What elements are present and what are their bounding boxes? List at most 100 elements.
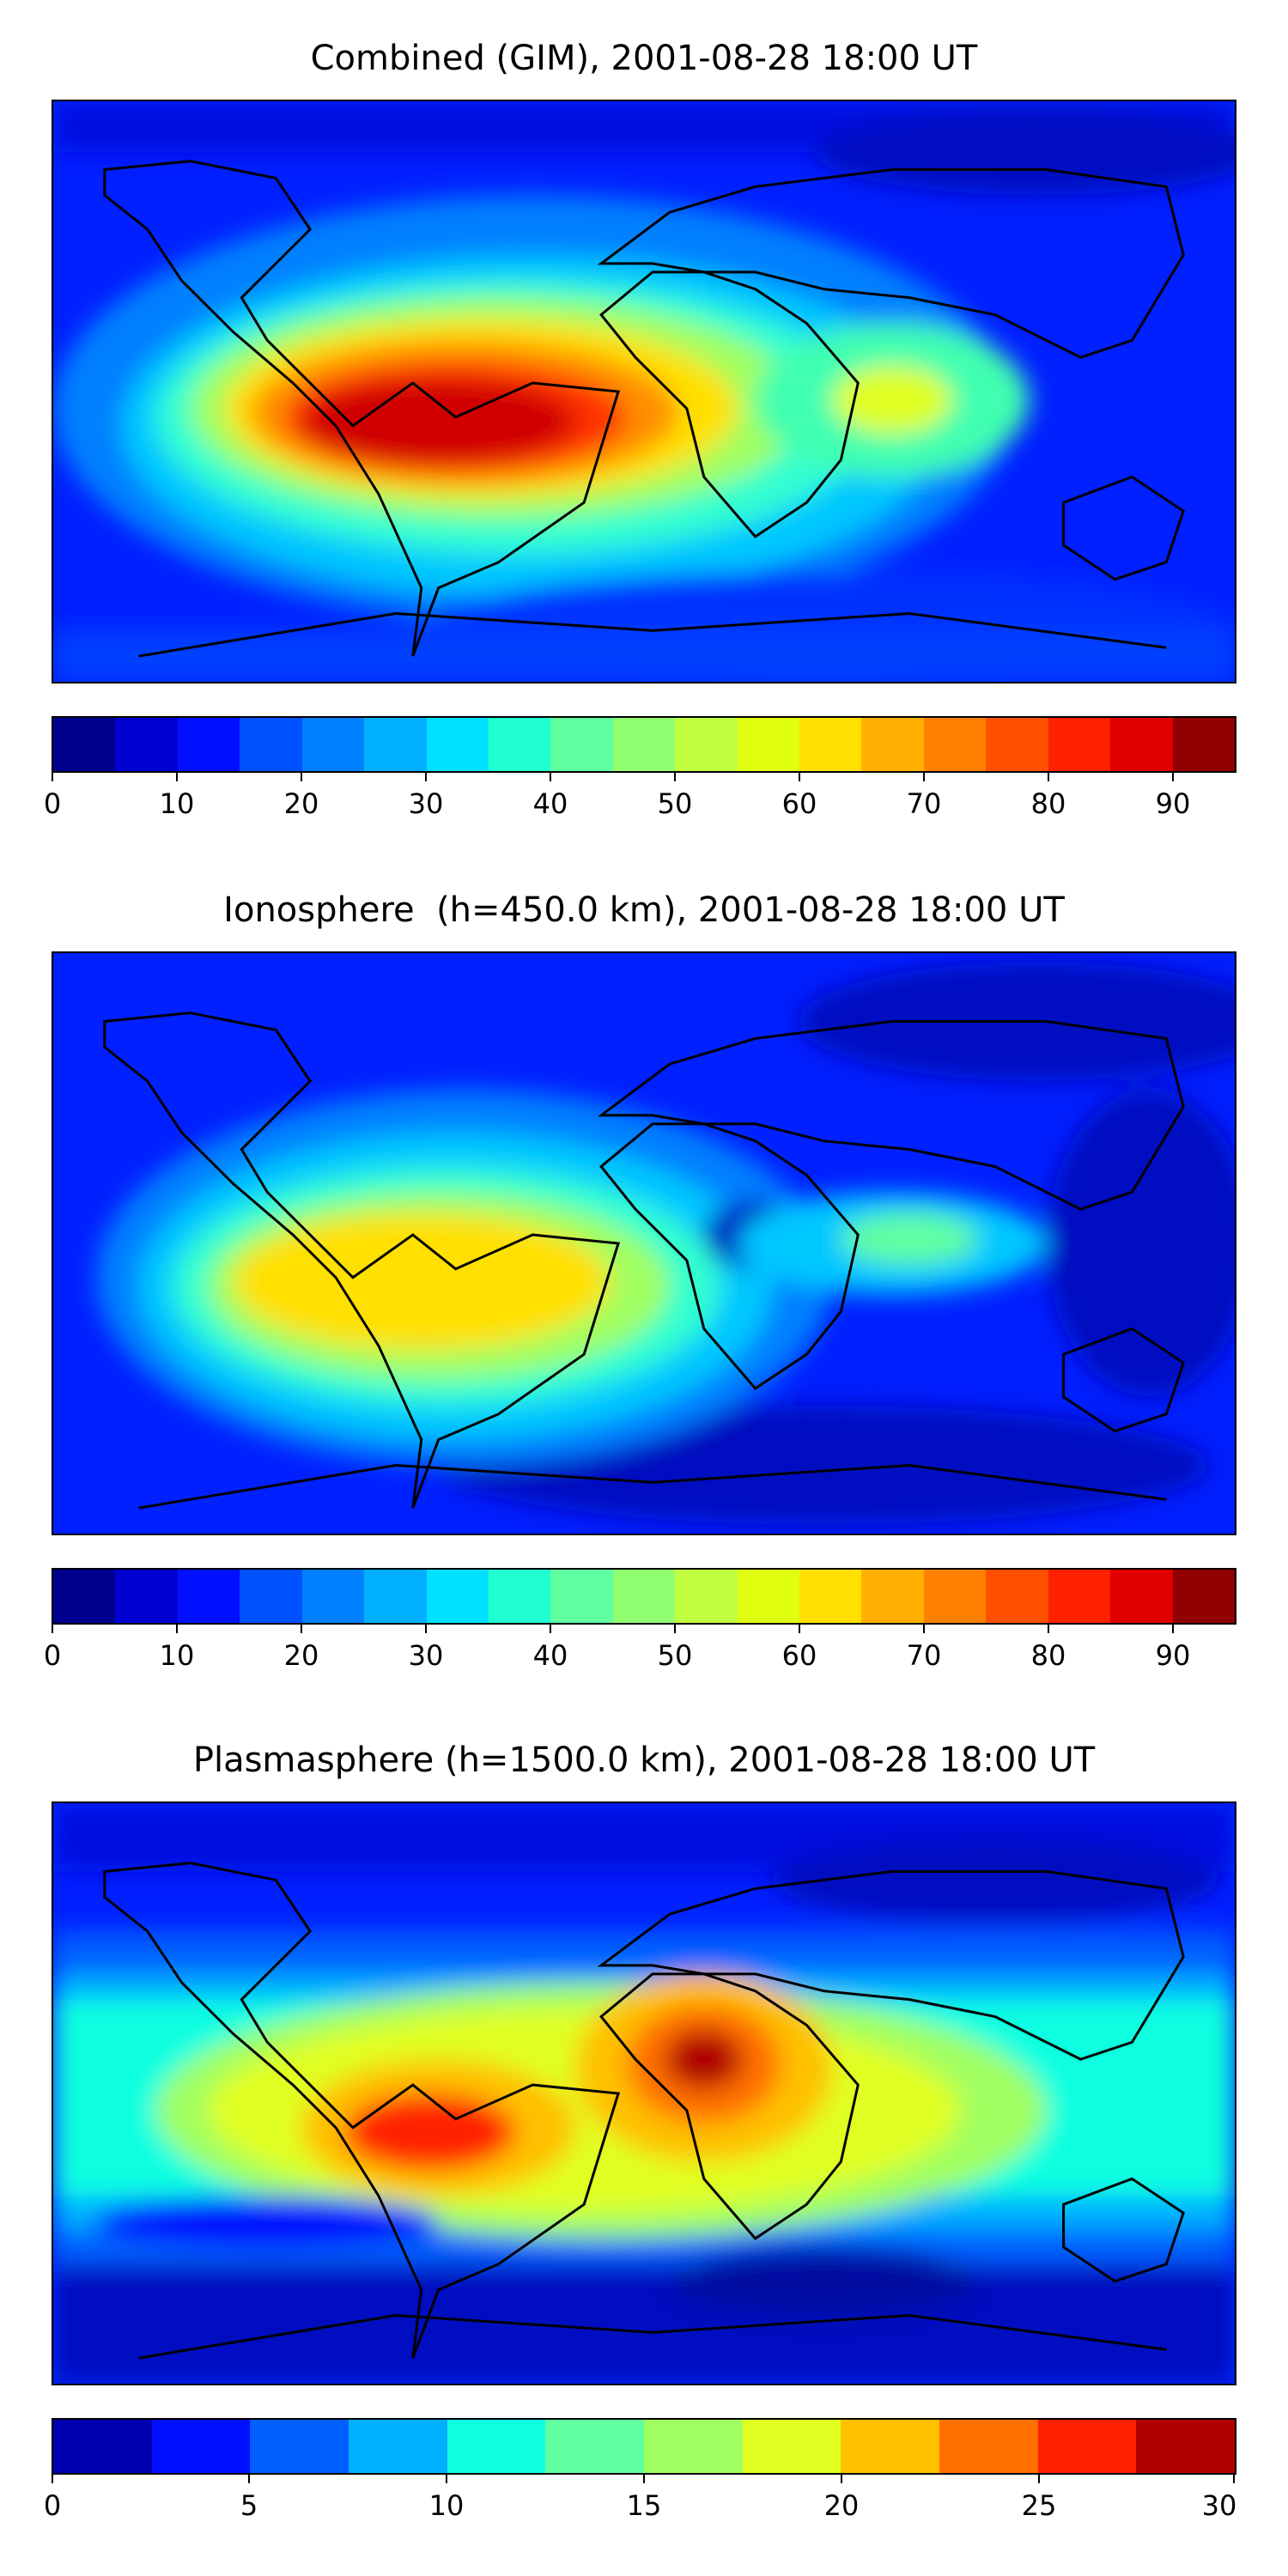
tick-label: 20 — [823, 2489, 860, 2522]
tick-mark — [674, 1623, 676, 1633]
tick-label: 5 — [240, 2489, 258, 2522]
tick-mark — [248, 2473, 250, 2483]
colorbar-segment — [1110, 718, 1173, 771]
colorbar-segment — [53, 2420, 152, 2473]
colorbar-segment — [861, 718, 924, 771]
tick-label: 40 — [532, 1639, 568, 1672]
tick-label: 40 — [532, 787, 568, 820]
tick-mark — [923, 771, 925, 781]
colorbar-segment — [53, 1570, 116, 1623]
map-image — [53, 101, 1235, 682]
colorbar-segment — [426, 718, 489, 771]
colorbar-segment — [240, 1570, 302, 1623]
colorbar-segment — [612, 718, 676, 771]
tick-mark — [52, 1623, 53, 1633]
colorbar-segment — [488, 1570, 551, 1623]
tick-mark — [799, 1623, 800, 1633]
colorbar-segment — [923, 718, 987, 771]
colorbar-ticks: 0 10 20 30 40 50 60 70 80 90 — [44, 1623, 1236, 1674]
tick-mark — [301, 1623, 302, 1633]
tick-label: 90 — [1155, 1639, 1191, 1672]
tick-label: 30 — [1201, 2489, 1237, 2522]
tick-mark — [643, 2473, 645, 2483]
colorbar-segment — [644, 2420, 743, 2473]
colorbar-segment — [742, 2420, 841, 2473]
tick-mark — [841, 2473, 842, 2483]
colorbar-segment — [151, 2420, 251, 2473]
tick-label: 50 — [657, 787, 693, 820]
tick-mark — [1172, 1623, 1174, 1633]
tick-mark — [799, 771, 800, 781]
tick-label: 20 — [283, 787, 319, 820]
tick-label: 20 — [283, 1639, 319, 1672]
tick-label: 90 — [1155, 787, 1191, 820]
colorbar-segment — [612, 1570, 676, 1623]
panel-title: Ionosphere (h=450.0 km), 2001-08-28 18:0… — [223, 890, 1065, 930]
coastlines — [103, 160, 1185, 658]
tick-label: 30 — [408, 787, 444, 820]
tick-mark — [425, 1623, 427, 1633]
tick-label: 60 — [781, 1639, 817, 1672]
colorbar-segment — [939, 2420, 1038, 2473]
colorbar-segment — [364, 718, 427, 771]
tick-mark — [52, 771, 53, 781]
colorbar-segment — [923, 1570, 987, 1623]
colorbar-segment — [1048, 718, 1111, 771]
colorbar-segment — [986, 718, 1048, 771]
colorbar-segment — [550, 718, 613, 771]
colorbar-segment — [53, 718, 116, 771]
colorbar-segment — [250, 2420, 349, 2473]
tick-mark — [550, 771, 551, 781]
tick-label: 80 — [1030, 1639, 1066, 1672]
panel-title: Combined (GIM), 2001-08-28 18:00 UT — [310, 39, 978, 78]
tick-label: 0 — [43, 787, 62, 820]
colorbar-segment — [737, 1570, 800, 1623]
colorbar-segment — [115, 1570, 178, 1623]
tick-mark — [425, 771, 427, 781]
tec-map-ionosphere — [52, 951, 1236, 1535]
colorbar-segment — [986, 1570, 1048, 1623]
tick-label: 10 — [159, 787, 195, 820]
tick-mark — [52, 2473, 53, 2483]
colorbar — [52, 716, 1236, 773]
tick-label: 80 — [1030, 787, 1066, 820]
map-image — [53, 953, 1235, 1534]
tick-mark — [176, 1623, 178, 1633]
tick-mark — [1048, 771, 1049, 781]
colorbar-segment — [737, 718, 800, 771]
tick-mark — [176, 771, 178, 781]
tick-label: 0 — [43, 1639, 62, 1672]
colorbar-segment — [115, 718, 178, 771]
colorbar-segment — [799, 1570, 862, 1623]
colorbar-segment — [447, 2420, 546, 2473]
colorbar-segment — [1136, 2420, 1236, 2473]
colorbar-ticks: 0 5 10 15 20 25 30 — [44, 2473, 1237, 2524]
tick-mark — [446, 2473, 447, 2483]
colorbar-segment — [1110, 1570, 1173, 1623]
tick-label: 25 — [1021, 2489, 1057, 2522]
colorbar-segment — [841, 2420, 940, 2473]
colorbar-segment — [545, 2420, 645, 2473]
tick-label: 0 — [43, 2489, 62, 2522]
tec-map-plasmasphere — [52, 1801, 1236, 2385]
colorbar-segment — [861, 1570, 924, 1623]
colorbar-segment — [301, 718, 365, 771]
tick-label: 15 — [626, 2489, 662, 2522]
tick-label: 30 — [408, 1639, 444, 1672]
colorbar-segment — [1037, 2420, 1137, 2473]
colorbar-segment — [799, 718, 862, 771]
tick-label: 50 — [657, 1639, 693, 1672]
tick-mark — [550, 1623, 551, 1633]
tick-mark — [923, 1623, 925, 1633]
tick-mark — [1233, 2473, 1235, 2483]
colorbar-ticks: 0 10 20 30 40 50 60 70 80 90 — [44, 771, 1236, 823]
tec-map-combined — [52, 100, 1236, 683]
tick-label: 10 — [428, 2489, 465, 2522]
coastlines — [103, 1862, 1185, 2360]
colorbar-segment — [1048, 1570, 1111, 1623]
tick-mark — [1048, 1623, 1049, 1633]
colorbar-segment — [1172, 718, 1236, 771]
tick-label: 10 — [159, 1639, 195, 1672]
colorbar-segment — [488, 718, 551, 771]
tick-mark — [301, 771, 302, 781]
